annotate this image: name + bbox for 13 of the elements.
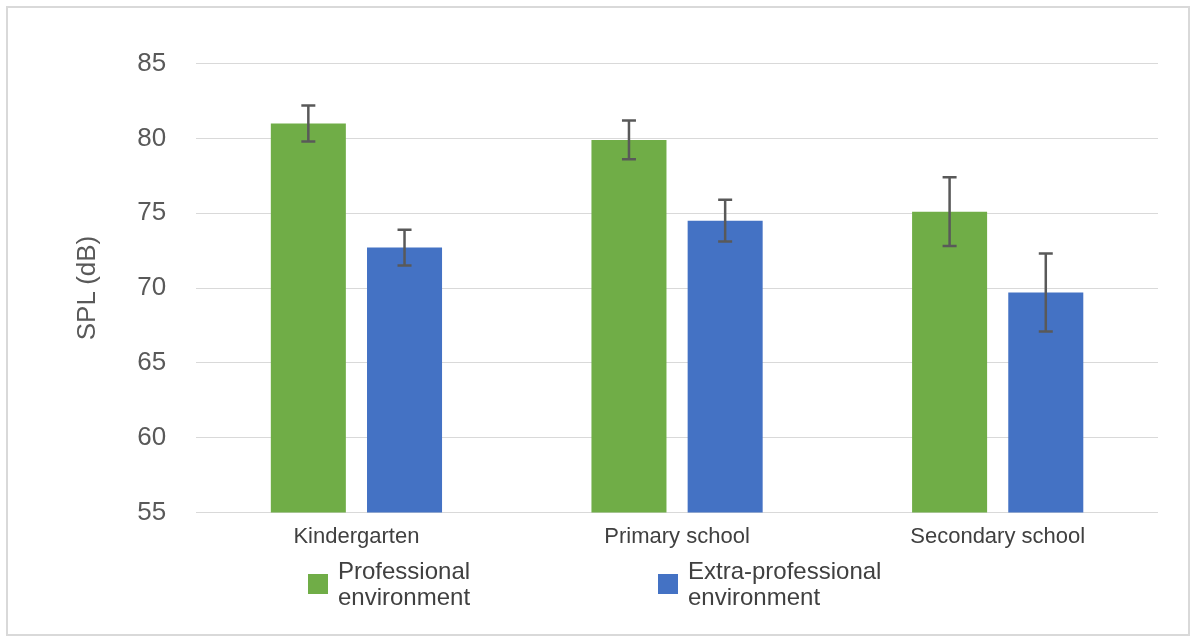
legend-label: Extra-professional environment (688, 557, 883, 610)
y-tick-label: 70 (137, 271, 167, 302)
x-tick-label: Kindergarten (293, 522, 420, 548)
x-tick-label: Secondary school (910, 522, 1086, 548)
legend-label: Professional environment (338, 557, 472, 610)
y-axis-title: SPL (dB) (70, 235, 101, 341)
y-tick-label: 55 (137, 495, 167, 526)
y-tick-label: 65 (137, 345, 167, 376)
y-tick-label: 80 (137, 121, 167, 152)
y-tick-label: 60 (137, 420, 167, 451)
y-tick-label: 85 (137, 46, 167, 77)
x-tick-label: Primary school (604, 522, 750, 548)
y-tick-label: 75 (137, 196, 167, 227)
